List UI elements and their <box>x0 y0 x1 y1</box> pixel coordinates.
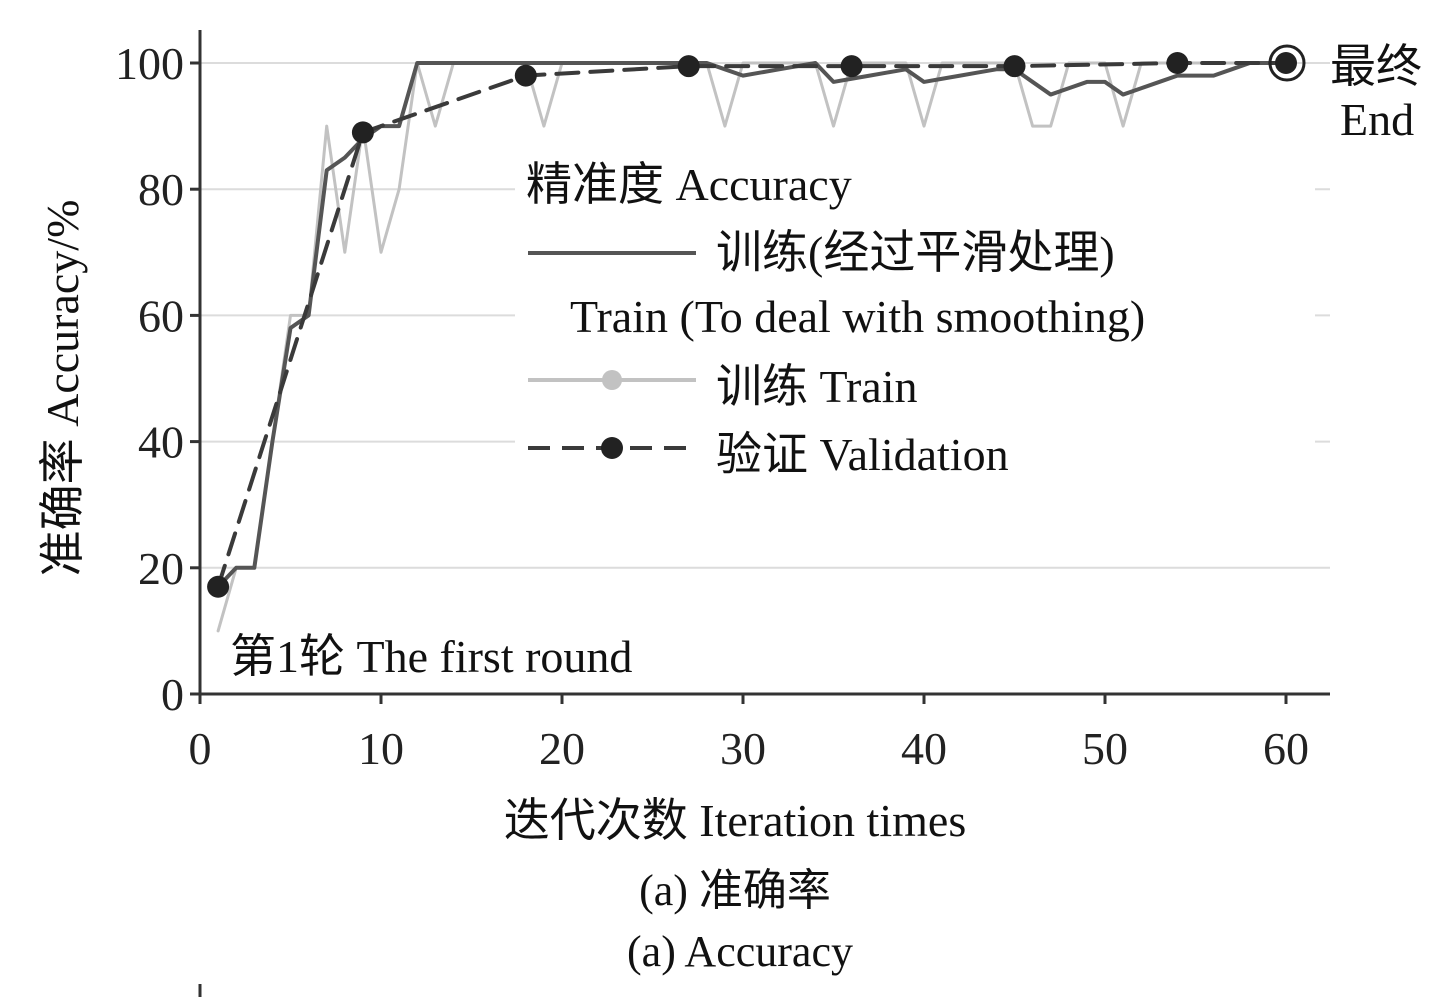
legend-label-train: 训练 Train <box>716 361 918 412</box>
axes <box>198 30 1330 696</box>
x-axis-title: 迭代次数 Iteration times <box>504 795 966 846</box>
legend-label-smoothed-en: Train (To deal with smoothing) <box>570 291 1145 342</box>
series-line-validation <box>216 61 1288 589</box>
legend-marker-train <box>602 370 622 390</box>
legend-label-validation: 验证 Validation <box>716 429 1009 480</box>
y-tick-label-60: 60 <box>138 290 184 341</box>
y-axis-title: 准确率 Accuracy/% <box>37 200 88 577</box>
y-tick-label-20: 20 <box>138 543 184 594</box>
series-point-validation-4 <box>840 55 863 78</box>
x-tick-label-40: 40 <box>901 723 947 774</box>
y-tick-label-100: 100 <box>115 38 184 89</box>
x-tick-label-20: 20 <box>539 723 585 774</box>
legend-background <box>515 155 1315 485</box>
annotation-end-en: End <box>1340 94 1414 145</box>
x-tick-label-10: 10 <box>358 723 404 774</box>
y-tick-label-40: 40 <box>138 417 184 468</box>
y-tick-label-80: 80 <box>138 164 184 215</box>
series-line-smoothed <box>216 61 1288 589</box>
caption-cn: (a) 准确率 <box>639 866 831 915</box>
legend-label-smoothed: 训练(经过平滑处理) <box>716 227 1115 278</box>
annotation-end-cn: 最终 <box>1330 41 1422 92</box>
x-tick-label-30: 30 <box>720 723 766 774</box>
legend-marker-validation <box>601 437 623 459</box>
end-marker-ring <box>1268 44 1306 82</box>
series-point-validation-0 <box>207 575 230 598</box>
series-point-validation-6 <box>1166 52 1189 74</box>
annotation-first-round: 第1轮 The first round <box>230 631 632 682</box>
series-point-validation-3 <box>677 55 700 78</box>
caption-en: (a) Accuracy <box>627 927 853 976</box>
series-point-validation-5 <box>1003 55 1026 78</box>
series-line-train <box>216 61 1288 633</box>
tick-layer: 0 20 40 60 80 100 0 10 20 30 40 50 60 <box>115 38 1309 774</box>
series-point-validation-7 <box>1275 52 1297 74</box>
legend-title: 精准度 Accuracy <box>526 159 852 210</box>
annotation-end: 最终 End <box>1268 41 1422 145</box>
series-point-validation-1 <box>351 121 374 144</box>
x-tick-label-50: 50 <box>1082 723 1128 774</box>
y-tick-label-0: 0 <box>161 669 184 720</box>
series-point-validation-2 <box>514 64 537 87</box>
legend: 精准度 Accuracy 训练(经过平滑处理) Train (To deal w… <box>515 155 1315 485</box>
series-layer <box>207 52 1297 633</box>
x-tick-label-60: 60 <box>1263 723 1309 774</box>
x-tick-label-0: 0 <box>189 723 212 774</box>
